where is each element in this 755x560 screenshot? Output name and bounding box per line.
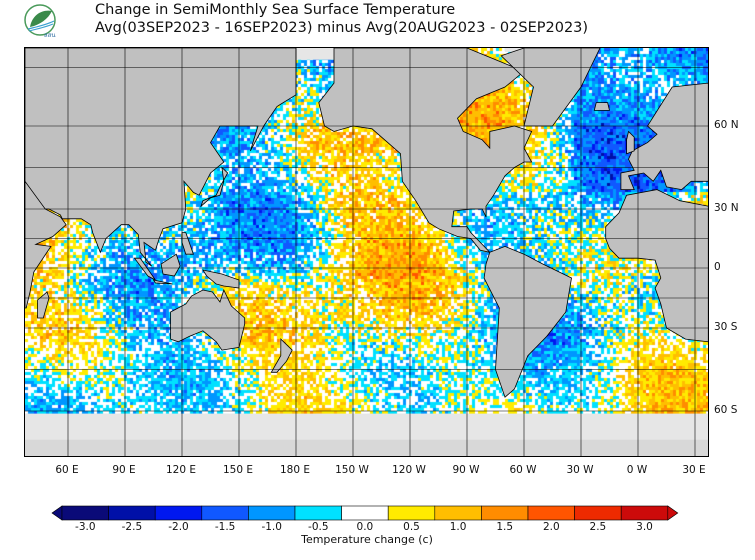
longitude-label: 30 E [682, 464, 706, 476]
longitude-label: 90 W [452, 464, 480, 476]
great-britain-land [626, 130, 635, 155]
colorbar-tick-label: -1.5 [214, 521, 236, 533]
south-america-land [483, 245, 572, 398]
latitude-label: 0 [714, 261, 721, 273]
colorbar-tick-label: 1.5 [496, 521, 514, 533]
arabia-horn-land [25, 180, 67, 309]
colorbar-swatch [387, 505, 436, 521]
colorbar-arrow-high [667, 505, 679, 521]
colorbar-tick-label: -2.5 [121, 521, 143, 533]
longitude-label: 150 E [222, 464, 254, 476]
longitude-label: 120 E [165, 464, 197, 476]
colorbar-swatch [201, 505, 249, 521]
philippines-land [181, 232, 194, 255]
australia-land [170, 288, 246, 351]
colorbar-tick-label: 0.5 [403, 521, 420, 533]
europe-land [620, 82, 708, 191]
chart-subtitle: Avg(03SEP2023 - 16SEP2023) minus Avg(20A… [95, 20, 589, 36]
antarctica [25, 439, 708, 456]
colorbar-swatch [527, 505, 575, 521]
africa-land [605, 189, 708, 343]
colorbar-tick-label: 3.0 [636, 521, 653, 533]
chart-title: Change in SemiMonthly Sea Surface Temper… [95, 2, 456, 18]
latitude-label: 30 S [714, 321, 738, 333]
greenland-land [500, 48, 601, 127]
longitude-label: 120 W [392, 464, 426, 476]
colorbar-swatch [108, 505, 156, 521]
colorbar [51, 505, 679, 521]
colorbar-tick-label: -1.0 [261, 521, 282, 533]
asia-land [25, 48, 297, 267]
colorbar-tick-label: 2.0 [542, 521, 560, 533]
logo-text: สสน [44, 32, 55, 39]
colorbar-tick-label: 2.5 [589, 521, 607, 533]
colorbar-swatch [61, 505, 109, 521]
iceland-land [593, 102, 611, 111]
colorbar-swatch [481, 505, 529, 521]
latitude-label: 60 N [714, 119, 739, 131]
colorbar-tick-label: 0.0 [356, 521, 374, 533]
colorbar-swatch [341, 505, 389, 521]
north-america-land [318, 48, 533, 253]
sst-map [24, 47, 709, 457]
longitude-label: 150 W [335, 464, 369, 476]
longitude-label: 60 W [509, 464, 537, 476]
longitude-label: 180 E [279, 464, 311, 476]
colorbar-tick-label: -3.0 [75, 521, 96, 533]
java-land [152, 279, 173, 285]
longitude-label: 60 E [55, 464, 79, 476]
colorbar-tick-label: 1.0 [449, 521, 467, 533]
colorbar-swatch [294, 505, 342, 521]
land-and-grid [25, 48, 708, 456]
longitude-label: 30 W [566, 464, 594, 476]
latitude-label: 60 S [714, 404, 738, 416]
colorbar-swatch [248, 505, 296, 521]
colorbar-tick-label: -2.0 [168, 521, 189, 533]
colorbar-tick-label: -0.5 [308, 521, 329, 533]
logo: สสน [24, 4, 56, 39]
longitude-label: 0 W [626, 464, 648, 476]
colorbar-swatch [434, 505, 482, 521]
colorbar-swatch [154, 505, 203, 521]
madagascar-land [37, 291, 50, 319]
borneo-land [160, 253, 181, 277]
longitude-label: 90 E [112, 464, 136, 476]
japan-land [200, 166, 229, 208]
colorbar-swatch [620, 505, 669, 521]
colorbar-swatch [574, 505, 622, 521]
new-zealand-land [270, 338, 293, 373]
colorbar-arrow-low [51, 505, 63, 521]
colorbar-title: Temperature change (c) [301, 533, 433, 546]
sumatra-land [133, 257, 156, 281]
latitude-label: 30 N [714, 202, 739, 214]
new-guinea-land [202, 269, 240, 289]
